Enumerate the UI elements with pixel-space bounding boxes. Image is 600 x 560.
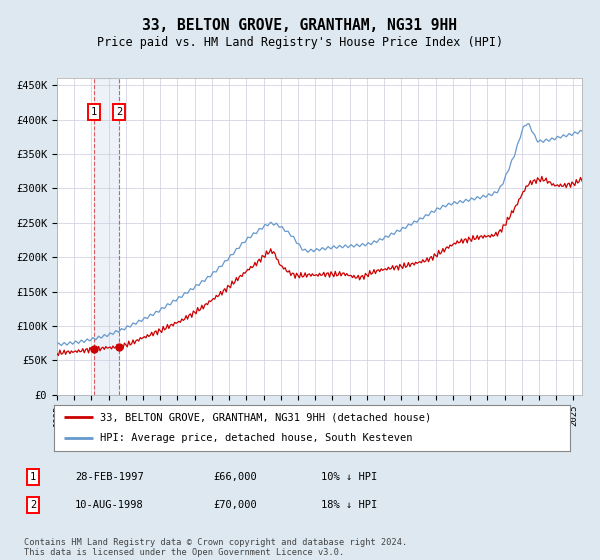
Text: 10% ↓ HPI: 10% ↓ HPI [321,472,377,482]
Text: HPI: Average price, detached house, South Kesteven: HPI: Average price, detached house, Sout… [100,433,413,444]
Text: 1: 1 [30,472,36,482]
Text: 33, BELTON GROVE, GRANTHAM, NG31 9HH (detached house): 33, BELTON GROVE, GRANTHAM, NG31 9HH (de… [100,412,431,422]
Text: 18% ↓ HPI: 18% ↓ HPI [321,500,377,510]
Text: 28-FEB-1997: 28-FEB-1997 [75,472,144,482]
Text: £66,000: £66,000 [213,472,257,482]
Text: 2: 2 [116,106,122,116]
Text: 1: 1 [91,106,97,116]
Text: £70,000: £70,000 [213,500,257,510]
Text: Price paid vs. HM Land Registry's House Price Index (HPI): Price paid vs. HM Land Registry's House … [97,36,503,49]
Text: 10-AUG-1998: 10-AUG-1998 [75,500,144,510]
Text: 2: 2 [30,500,36,510]
Bar [94,78,119,395]
Text: 33, BELTON GROVE, GRANTHAM, NG31 9HH: 33, BELTON GROVE, GRANTHAM, NG31 9HH [143,18,458,32]
Text: Contains HM Land Registry data © Crown copyright and database right 2024.
This d: Contains HM Land Registry data © Crown c… [24,538,407,557]
